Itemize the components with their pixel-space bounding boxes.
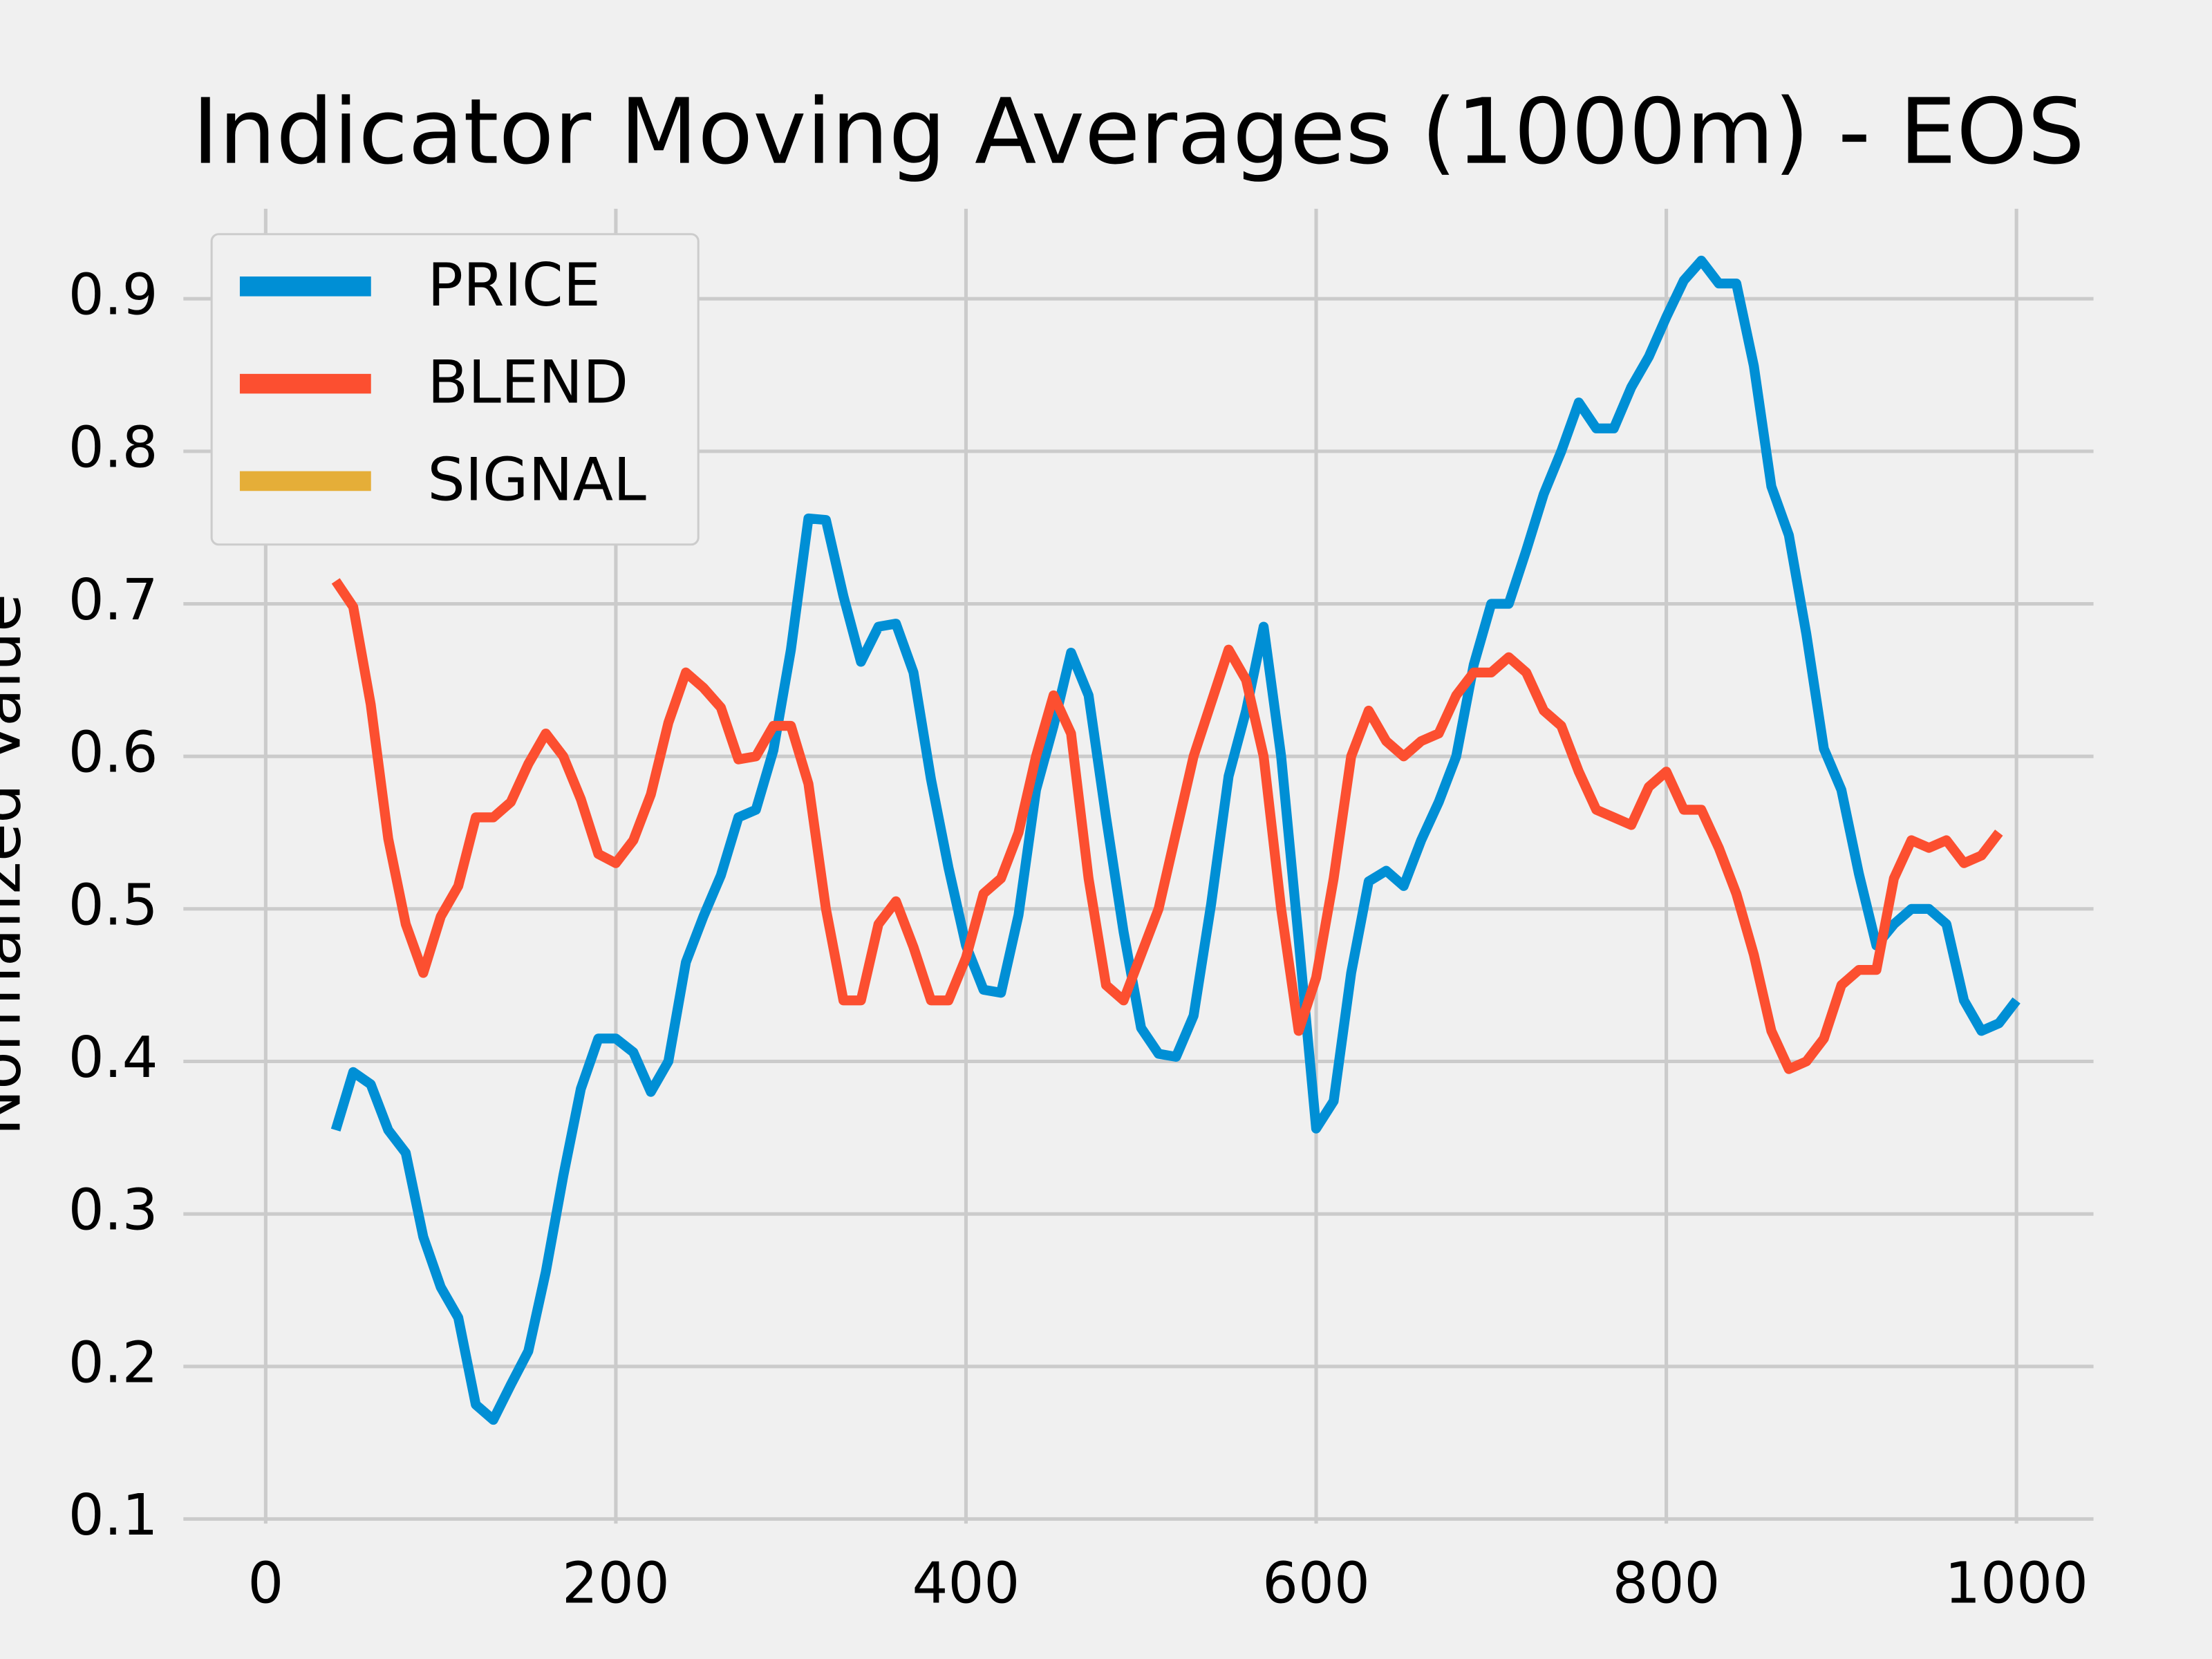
legend: PRICE BLEND SIGNAL — [210, 233, 700, 546]
y-tick-label: 0.4 — [68, 1025, 158, 1091]
x-tick-label: 800 — [1613, 1550, 1721, 1616]
legend-box — [210, 233, 700, 546]
x-tick-label: 600 — [1262, 1550, 1370, 1616]
legend-label: BLEND — [427, 348, 628, 418]
series-line — [331, 578, 2003, 1074]
legend-label: SIGNAL — [427, 445, 646, 514]
y-tick-label: 0.7 — [68, 568, 158, 633]
x-tick-label: 1000 — [1944, 1550, 2088, 1616]
x-axis-label: Minutes — [971, 1650, 1215, 1659]
x-tick-label: 400 — [912, 1550, 1020, 1616]
legend-label: PRICE — [427, 251, 600, 320]
y-axis-label: Normalized Value — [0, 594, 35, 1136]
y-tick-label: 0.3 — [68, 1178, 158, 1244]
y-tick-label: 0.2 — [68, 1330, 158, 1396]
grid: 0.1 0.2 0.3 0.4 0.5 0.6 0.7 0.8 0.9 0 200 400 600 800… — [68, 209, 2094, 1616]
x-tick-label: 0 — [247, 1550, 283, 1616]
y-tick-label: 0.6 — [68, 720, 158, 786]
y-tick-label: 0.9 — [68, 263, 158, 328]
x-tick-label: 200 — [562, 1550, 670, 1616]
plot-area — [330, 255, 2021, 1425]
y-tick-label: 0.5 — [68, 872, 158, 938]
y-tick-label: 0.1 — [68, 1483, 158, 1548]
chart-title: Indicator Moving Averages (1000m) - EOS — [192, 79, 2085, 185]
y-tick-label: 0.8 — [68, 415, 158, 480]
series-line — [330, 255, 2021, 1425]
